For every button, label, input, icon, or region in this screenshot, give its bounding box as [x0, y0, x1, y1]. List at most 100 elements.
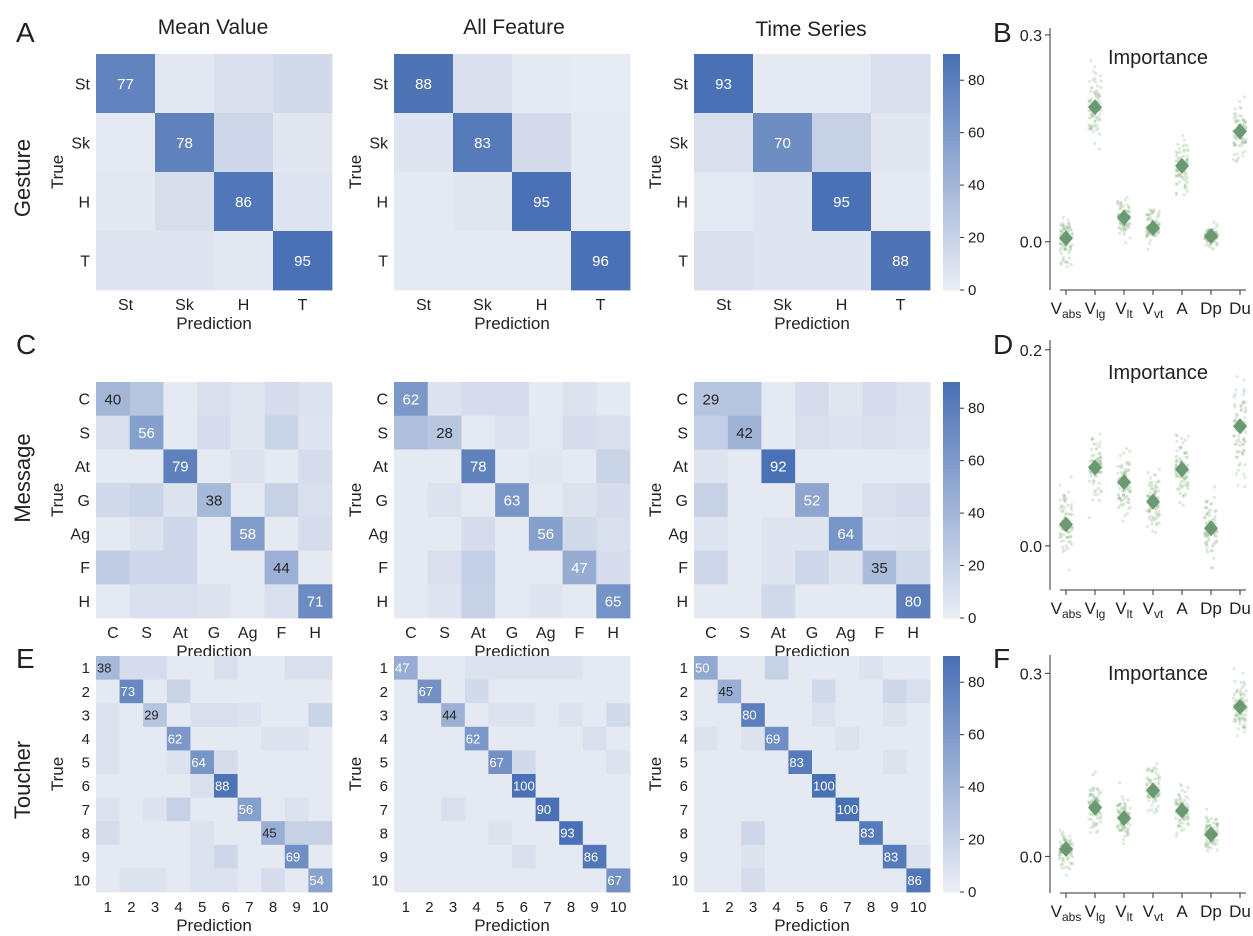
- importance-sample-point: [1243, 139, 1247, 143]
- importance-title-f: Importance: [1108, 663, 1208, 685]
- importance-sample-point: [1066, 535, 1070, 539]
- importance-sample-point: [1239, 680, 1243, 685]
- heatmap-cell: [717, 679, 742, 704]
- heatmap-cell: [166, 703, 191, 728]
- importance-sample-point: [1128, 490, 1132, 494]
- importance-sample-point: [1239, 408, 1243, 412]
- importance-sample-point: [1127, 205, 1131, 210]
- importance-sample-point: [1157, 777, 1161, 781]
- heatmap-cell: [562, 516, 597, 551]
- importance-sample-point: [1243, 430, 1248, 434]
- heatmap-cell: [582, 656, 607, 680]
- importance-sample-point: [1242, 390, 1247, 394]
- importance-sample-point: [1175, 439, 1179, 444]
- heatmap-cell: [214, 844, 238, 869]
- importance-sample-point: [1180, 174, 1184, 179]
- importance-sample-point: [1241, 691, 1245, 695]
- importance-sample-point: [1118, 453, 1122, 458]
- x-tick-label: 1: [702, 899, 710, 916]
- importance-sample-point: [1241, 716, 1245, 720]
- heatmap-cell: [284, 774, 309, 798]
- importance-sample-point: [1145, 233, 1149, 237]
- heatmap-value-label: 42: [736, 425, 753, 442]
- importance-sample-point: [1095, 446, 1099, 451]
- importance-sample-point: [1126, 225, 1131, 229]
- heatmap-cell: [788, 726, 813, 751]
- x-tick-label: St: [716, 297, 732, 314]
- importance-sample-point: [1091, 792, 1095, 797]
- heatmap-cell: [230, 483, 265, 518]
- importance-sample-point: [1179, 436, 1184, 441]
- heatmap-cell: [835, 726, 860, 751]
- importance-sample-point: [1061, 223, 1065, 228]
- importance-sample-point: [1146, 213, 1150, 217]
- heatmap-cell: [512, 797, 536, 822]
- colorbar-segment: [943, 659, 960, 665]
- heatmap-cell: [717, 726, 742, 751]
- heatmap-cell: [896, 449, 931, 484]
- importance-sample-point: [1148, 778, 1152, 783]
- importance-sample-point: [1205, 506, 1209, 510]
- colorbar-segment: [943, 821, 960, 826]
- importance-sample-point: [1154, 513, 1158, 517]
- heatmap-cell: [753, 113, 813, 173]
- importance-sample-point: [1210, 502, 1214, 506]
- importance-sample-point: [1145, 768, 1149, 772]
- importance-sample-point: [1206, 825, 1210, 829]
- heatmap-cell: [166, 726, 191, 751]
- colorbar-segment: [943, 848, 960, 854]
- importance-sample-point: [1093, 119, 1097, 123]
- colorbar-segment: [943, 156, 960, 161]
- heatmap-cell: [237, 821, 262, 846]
- importance-sample-point: [1089, 474, 1093, 478]
- heatmap-cell: [727, 516, 762, 551]
- importance-sample-point: [1091, 823, 1095, 827]
- importance-sample-point: [1087, 116, 1091, 120]
- importance-sample-point: [1092, 90, 1096, 94]
- importance-sample-point: [1095, 96, 1099, 101]
- colorbar-segment: [943, 683, 960, 688]
- importance-sample-point: [1061, 226, 1065, 230]
- heatmap-cell: [261, 774, 286, 798]
- importance-sample-point: [1058, 532, 1062, 536]
- heatmap-cell: [119, 703, 144, 728]
- x-tick-label: Du: [1229, 299, 1251, 318]
- importance-sample-point: [1146, 768, 1151, 772]
- colorbar-segment: [943, 211, 960, 216]
- heatmap-cell: [596, 483, 631, 518]
- importance-sample-point: [1180, 484, 1184, 488]
- heatmap-cell: [119, 774, 144, 798]
- importance-sample-point: [1157, 480, 1161, 484]
- colorbar-segment: [943, 836, 960, 842]
- heatmap-cell: [284, 656, 309, 680]
- heatmap-value-label: 35: [871, 560, 888, 577]
- heatmap-value-label: 90: [537, 802, 551, 817]
- importance-sample-point: [1066, 865, 1070, 869]
- importance-sample-point: [1185, 475, 1189, 479]
- importance-sample-point: [1235, 449, 1239, 453]
- confusion-matrix-6: 29429252643580CCSSAtAtGGAgAgFFHHPredicti…: [646, 382, 931, 661]
- colorbar-segment: [943, 492, 960, 497]
- heatmap-cell: [535, 774, 560, 798]
- colorbar-segment: [943, 140, 960, 145]
- importance-sample-point: [1235, 734, 1239, 738]
- heatmap-cell: [417, 868, 442, 893]
- importance-sample-point: [1091, 498, 1095, 502]
- importance-sample-point: [1095, 796, 1099, 800]
- heatmap-value-label: 45: [262, 826, 276, 841]
- importance-sample-point: [1178, 795, 1182, 800]
- importance-sample-point: [1120, 463, 1124, 467]
- importance-sample-point: [1120, 498, 1124, 502]
- importance-sample-point: [1186, 482, 1190, 486]
- importance-sample-point: [1123, 825, 1127, 829]
- heatmap-cell: [461, 550, 496, 585]
- colorbar-segment: [943, 547, 960, 552]
- importance-sample-point: [1243, 410, 1247, 414]
- importance-sample-point: [1144, 213, 1149, 217]
- importance-sample-point: [1232, 692, 1236, 697]
- importance-mean-diamond: [1175, 461, 1189, 478]
- heatmap-cell: [394, 483, 429, 518]
- heatmap-cell: [214, 679, 238, 704]
- importance-sample-point: [1232, 152, 1236, 156]
- heatmap-cell: [871, 231, 931, 291]
